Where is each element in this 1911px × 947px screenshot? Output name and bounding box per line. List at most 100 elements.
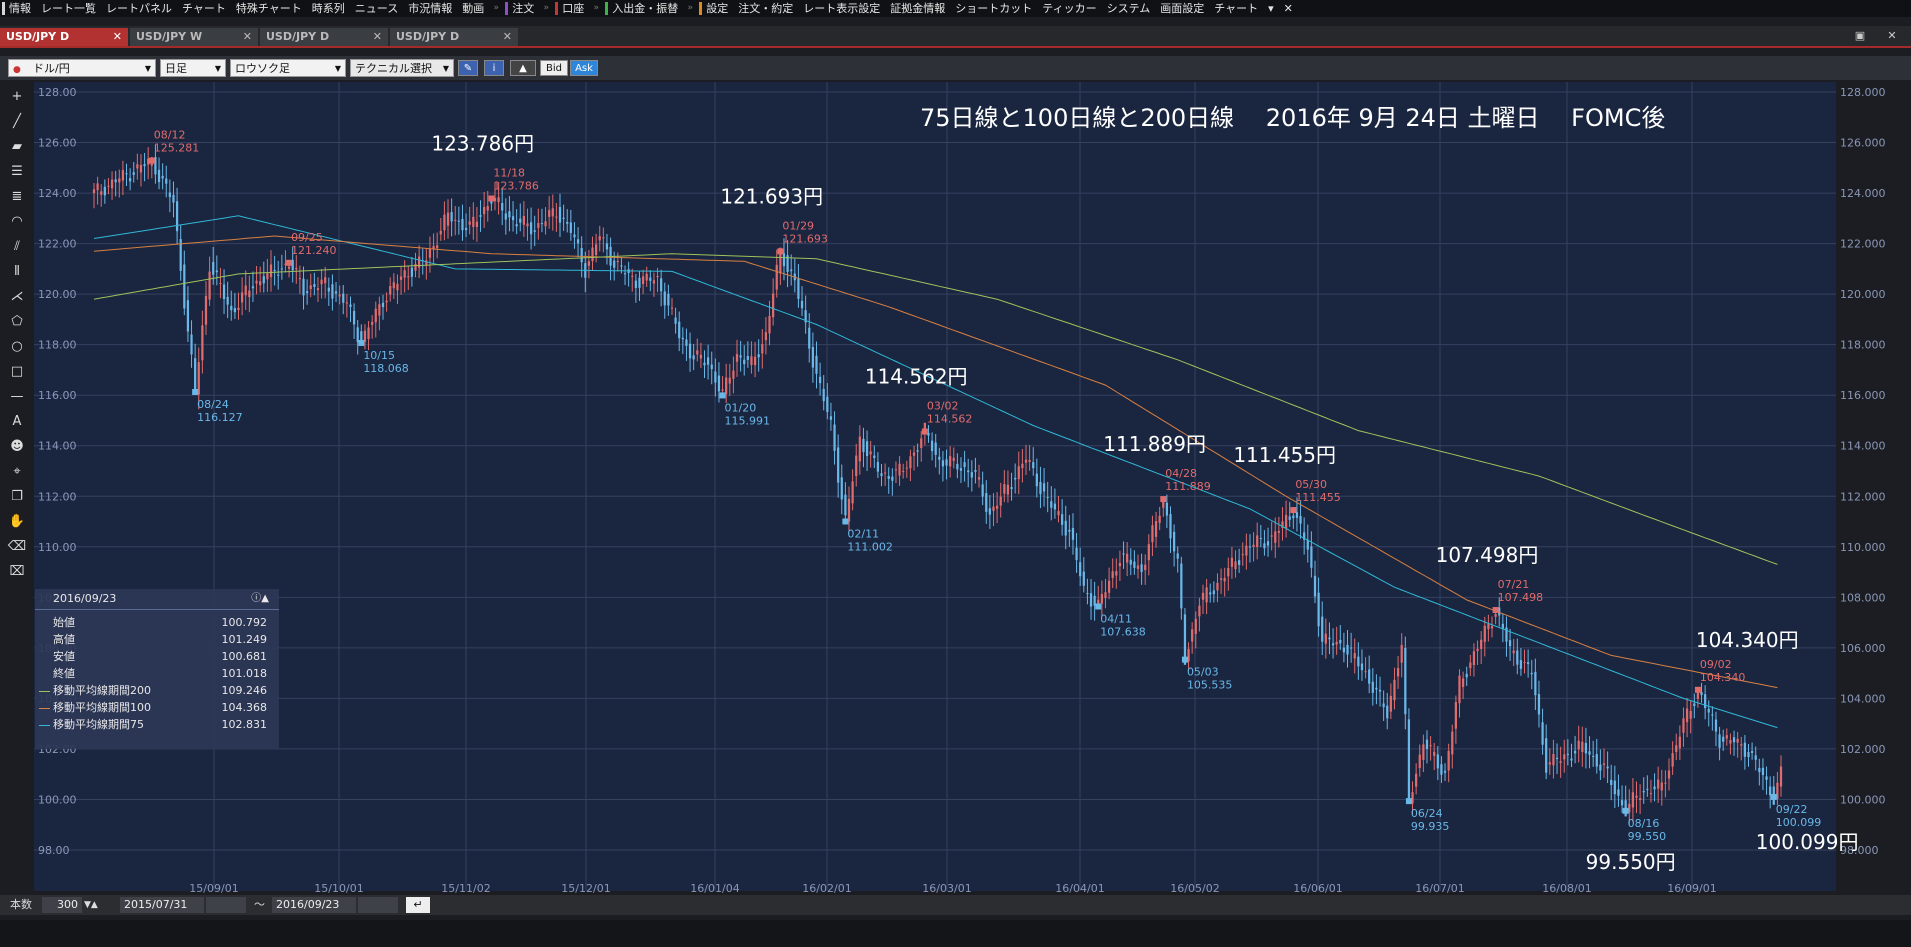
chart-type-select[interactable]: ロウソク足 ▼ — [230, 59, 346, 77]
tab-usdjpy-w[interactable]: USD/JPY W ✕ — [130, 28, 258, 46]
menu-item[interactable]: 情報 — [0, 0, 36, 17]
crosshair-icon[interactable]: + — [11, 89, 23, 104]
menu-more-icon[interactable]: ▾ — [1268, 2, 1274, 15]
count-input[interactable]: 300 — [42, 897, 82, 913]
fibonacci-icon[interactable]: ≣ — [11, 189, 23, 204]
menu-item[interactable]: 市況情報 — [408, 2, 453, 15]
menu-item[interactable]: システム — [1106, 2, 1151, 15]
menu-item[interactable]: 画面設定 — [1160, 2, 1205, 15]
ask-button[interactable]: Ask — [570, 60, 598, 76]
big-price-callout: 104.340円 — [1696, 628, 1799, 652]
candle-body — [1039, 481, 1042, 495]
from-time-input[interactable] — [206, 897, 246, 913]
candle-body — [1617, 789, 1620, 796]
to-date-input[interactable]: 2016/09/23 — [272, 897, 356, 913]
menu-item[interactable]: 注文・約定 — [738, 2, 794, 15]
hand-icon[interactable]: ✋ — [8, 514, 26, 529]
candle-body — [269, 264, 273, 278]
candle-body — [558, 207, 562, 223]
arc-icon[interactable]: ◠ — [11, 214, 23, 229]
horizontal-lines-icon[interactable]: ☰ — [11, 164, 23, 179]
menu-item[interactable]: 動画 — [462, 2, 485, 15]
candle-body — [230, 305, 233, 311]
candle-body — [147, 158, 150, 165]
pitchfork-icon[interactable]: ⋌ — [10, 289, 24, 304]
stamp-icon[interactable]: ☻ — [10, 439, 24, 454]
extreme-price-label: 111.889 — [1165, 480, 1211, 493]
info-date: 2016/09/23 — [53, 592, 117, 605]
candle-body — [728, 377, 731, 384]
menu-item[interactable]: 特殊チャート — [235, 2, 302, 15]
menu-item[interactable]: 証拠金情報 — [890, 2, 946, 15]
copy-icon[interactable]: ❐ — [11, 489, 23, 504]
text-icon[interactable]: A — [12, 414, 22, 429]
menu-item[interactable]: チャート — [182, 2, 226, 15]
menu-item[interactable]: 設定 — [697, 0, 733, 17]
info-toggle-icon[interactable]: ⓘ▲ — [251, 593, 269, 604]
menu-item[interactable]: チャート — [1214, 2, 1259, 15]
menu-item[interactable]: レート表示設定 — [803, 2, 881, 15]
close-icon[interactable]: ✕ — [242, 30, 252, 43]
candle-body — [190, 334, 193, 355]
hline-icon[interactable]: — — [10, 389, 24, 404]
menu-item[interactable]: ニュース — [354, 2, 399, 15]
candlestick-chart[interactable]: 128.00 128.000 126.00 126.000 124.00 124.000 1… — [0, 80, 1911, 895]
bid-button[interactable]: Bid — [540, 60, 568, 76]
extreme-price-label: 100.099 — [1776, 816, 1822, 829]
from-date-input[interactable]: 2015/07/31 — [120, 897, 204, 913]
menu-item[interactable]: ショートカット — [955, 2, 1033, 15]
extreme-price-label: 107.498 — [1498, 591, 1544, 604]
close-icon[interactable]: ✕ — [112, 30, 122, 43]
channel-icon[interactable]: ⫽ — [14, 239, 20, 254]
x-tick-label: 16/02/01 — [802, 882, 851, 895]
candle-body — [291, 259, 294, 271]
window-close-icon[interactable]: ✕ — [1887, 29, 1897, 42]
candle-body — [818, 376, 822, 384]
trendline-icon[interactable]: ╱ — [13, 114, 21, 129]
menu-item[interactable]: 時系列 — [311, 2, 345, 15]
candle-body — [461, 218, 464, 231]
vertical-lines-icon[interactable]: ⦀ — [14, 264, 20, 279]
ruler-icon[interactable]: ▰ — [12, 139, 22, 154]
pentagon-icon[interactable]: ⬠ — [11, 314, 23, 329]
cursor-icon[interactable]: ⌖ — [13, 464, 21, 479]
close-icon[interactable]: ✕ — [502, 30, 512, 43]
technical-select[interactable]: テクニカル選択 ▼ — [350, 59, 454, 77]
menu-item[interactable]: レート一覧 — [41, 2, 96, 15]
tab-usdjpy-d-3[interactable]: USD/JPY D ✕ — [390, 28, 518, 46]
pen-icon[interactable]: ✎ — [458, 60, 478, 76]
candle-body — [540, 223, 544, 225]
menu-item[interactable]: 口座 — [553, 0, 589, 17]
rectangle-icon[interactable]: □ — [10, 364, 24, 379]
extreme-price-label: 111.002 — [847, 540, 893, 553]
extreme-marker — [488, 195, 495, 202]
erase-all-icon[interactable]: ⌧ — [9, 564, 25, 579]
period-select[interactable]: 日足 ▼ — [160, 59, 226, 77]
to-time-input[interactable] — [358, 897, 398, 913]
candle-body — [1079, 562, 1082, 577]
menu-item[interactable]: 入出金・振替 — [603, 0, 683, 17]
currency-pair-select[interactable]: ● ドル/円 ▼ — [8, 59, 156, 77]
info-icon[interactable]: i — [484, 60, 504, 76]
menu-item[interactable]: ティッカー — [1042, 2, 1097, 15]
extreme-marker — [1492, 607, 1499, 614]
menu-item[interactable]: 注文 — [503, 0, 539, 17]
extreme-price-label: 123.786 — [493, 179, 539, 192]
candle-body — [251, 286, 255, 289]
candle-body — [1620, 800, 1624, 806]
circle-icon[interactable]: ○ — [11, 339, 23, 354]
menu-close-icon[interactable]: ✕ — [1283, 2, 1293, 15]
tab-usdjpy-d-2[interactable]: USD/JPY D ✕ — [260, 28, 388, 46]
maximize-icon[interactable]: ▣ — [1854, 29, 1866, 42]
extreme-date-label: 01/29 — [782, 219, 814, 232]
candle-body — [1400, 644, 1403, 663]
stepper-icon[interactable]: ▼▲ — [84, 900, 98, 910]
menu-separator: » — [493, 3, 499, 13]
reload-icon[interactable]: ↵ — [406, 897, 430, 913]
eraser-icon[interactable]: ⌫ — [7, 539, 27, 554]
menu-item[interactable]: レートパネル — [106, 2, 172, 15]
tab-usdjpy-d-1[interactable]: USD/JPY D ✕ — [0, 28, 128, 46]
mountain-chart-icon[interactable]: ▲ — [510, 60, 536, 76]
close-icon[interactable]: ✕ — [372, 30, 382, 43]
extreme-date-label: 09/02 — [1700, 658, 1732, 671]
